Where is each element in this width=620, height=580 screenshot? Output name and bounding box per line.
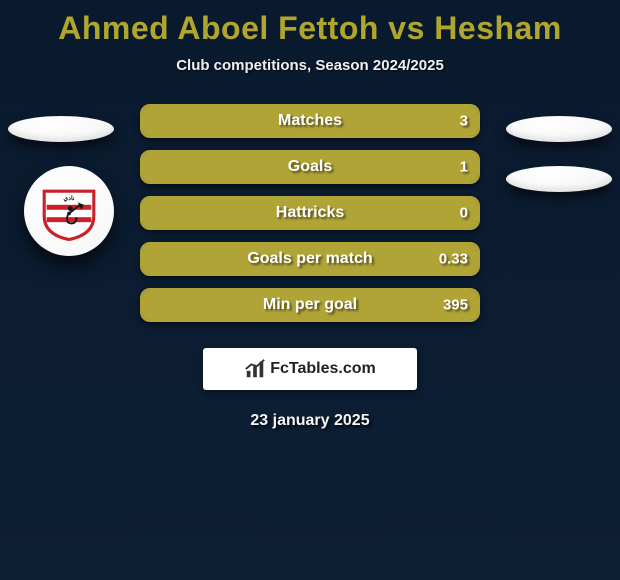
- brand-text: FcTables.com: [270, 360, 376, 378]
- stat-bar-value: 1: [460, 159, 468, 176]
- stat-bar-value: 395: [443, 297, 468, 314]
- stat-bar-value: 0.33: [439, 251, 468, 268]
- stat-bar: Hattricks 0: [140, 196, 480, 230]
- stat-bar-label: Goals: [288, 158, 332, 176]
- zamalek-crest-icon: نادي: [38, 180, 100, 242]
- player-left-platform: [8, 116, 114, 142]
- svg-text:نادي: نادي: [63, 195, 74, 202]
- player-right-platform-2: [506, 166, 612, 192]
- club-crest-left: نادي: [24, 166, 114, 256]
- snapshot-date: 23 january 2025: [0, 412, 620, 430]
- stat-bar: Matches 3: [140, 104, 480, 138]
- stat-bar: Goals per match 0.33: [140, 242, 480, 276]
- stat-bars: Matches 3 Goals 1 Hattricks 0 Goals per match 0…: [140, 104, 480, 334]
- stat-bar: Goals 1: [140, 150, 480, 184]
- comparison-stage: نادي Matches 3 Goals 1 Hattricks 0 Goals per m…: [0, 104, 620, 344]
- stat-bar-label: Hattricks: [276, 204, 344, 222]
- stat-bar-label: Matches: [278, 112, 342, 130]
- stat-bar-label: Min per goal: [263, 296, 357, 314]
- player-right-platform-1: [506, 116, 612, 142]
- brand-label: FcTables.com: [244, 358, 376, 380]
- subtitle: Club competitions, Season 2024/2025: [0, 57, 620, 74]
- stat-bar-label: Goals per match: [247, 250, 372, 268]
- stat-bar-value: 0: [460, 205, 468, 222]
- stat-bar: Min per goal 395: [140, 288, 480, 322]
- page-title: Ahmed Aboel Fettoh vs Hesham: [0, 0, 620, 47]
- stat-bar-value: 3: [460, 113, 468, 130]
- brand-badge[interactable]: FcTables.com: [203, 348, 417, 390]
- bar-chart-icon: [244, 358, 266, 380]
